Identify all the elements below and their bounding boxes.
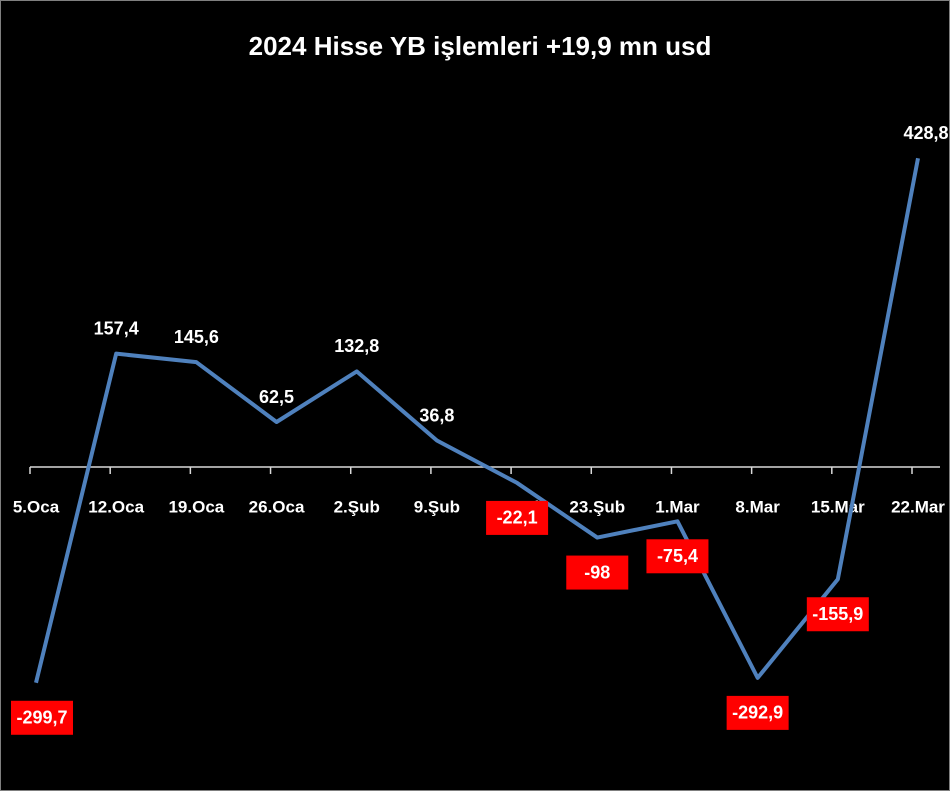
x-tick-label: 12.Oca <box>88 497 144 516</box>
data-label: -98 <box>584 562 610 582</box>
line <box>34 157 920 684</box>
x-tick-label: 15.Mar <box>811 497 865 516</box>
x-tick-label: 5.Oca <box>13 497 60 516</box>
x-tick-label: 19.Oca <box>168 497 224 516</box>
data-label: 36,8 <box>419 405 454 425</box>
x-tick-label: 8.Mar <box>735 497 780 516</box>
data-label-box <box>726 695 789 730</box>
x-tick-label: 26.Oca <box>249 497 305 516</box>
data-label: 62,5 <box>259 387 294 407</box>
data-label: -22,1 <box>497 508 538 528</box>
data-label: -292,9 <box>732 703 783 723</box>
x-tick-label: 22.Mar <box>891 497 945 516</box>
data-label-box <box>566 555 629 590</box>
data-label-box <box>646 539 709 574</box>
data-label-box <box>806 597 869 632</box>
data-label-box <box>486 500 549 535</box>
data-label: 428,8 <box>903 123 948 143</box>
data-label: -155,9 <box>812 604 863 624</box>
data-label: -75,4 <box>657 546 698 566</box>
x-tick-label: 23.Şub <box>569 497 625 516</box>
data-label: -299,7 <box>16 708 67 728</box>
data-label: 145,6 <box>174 327 219 347</box>
data-label: 157,4 <box>94 318 139 338</box>
x-tick-label: 9.Şub <box>414 497 460 516</box>
x-tick-label: 2.Şub <box>334 497 380 516</box>
data-label: 132,8 <box>334 336 379 356</box>
chart-title: 2024 Hisse YB işlemleri +19,9 mn usd <box>249 31 712 61</box>
x-tick-label: 1.Mar <box>655 497 700 516</box>
data-label-box <box>11 700 73 735</box>
